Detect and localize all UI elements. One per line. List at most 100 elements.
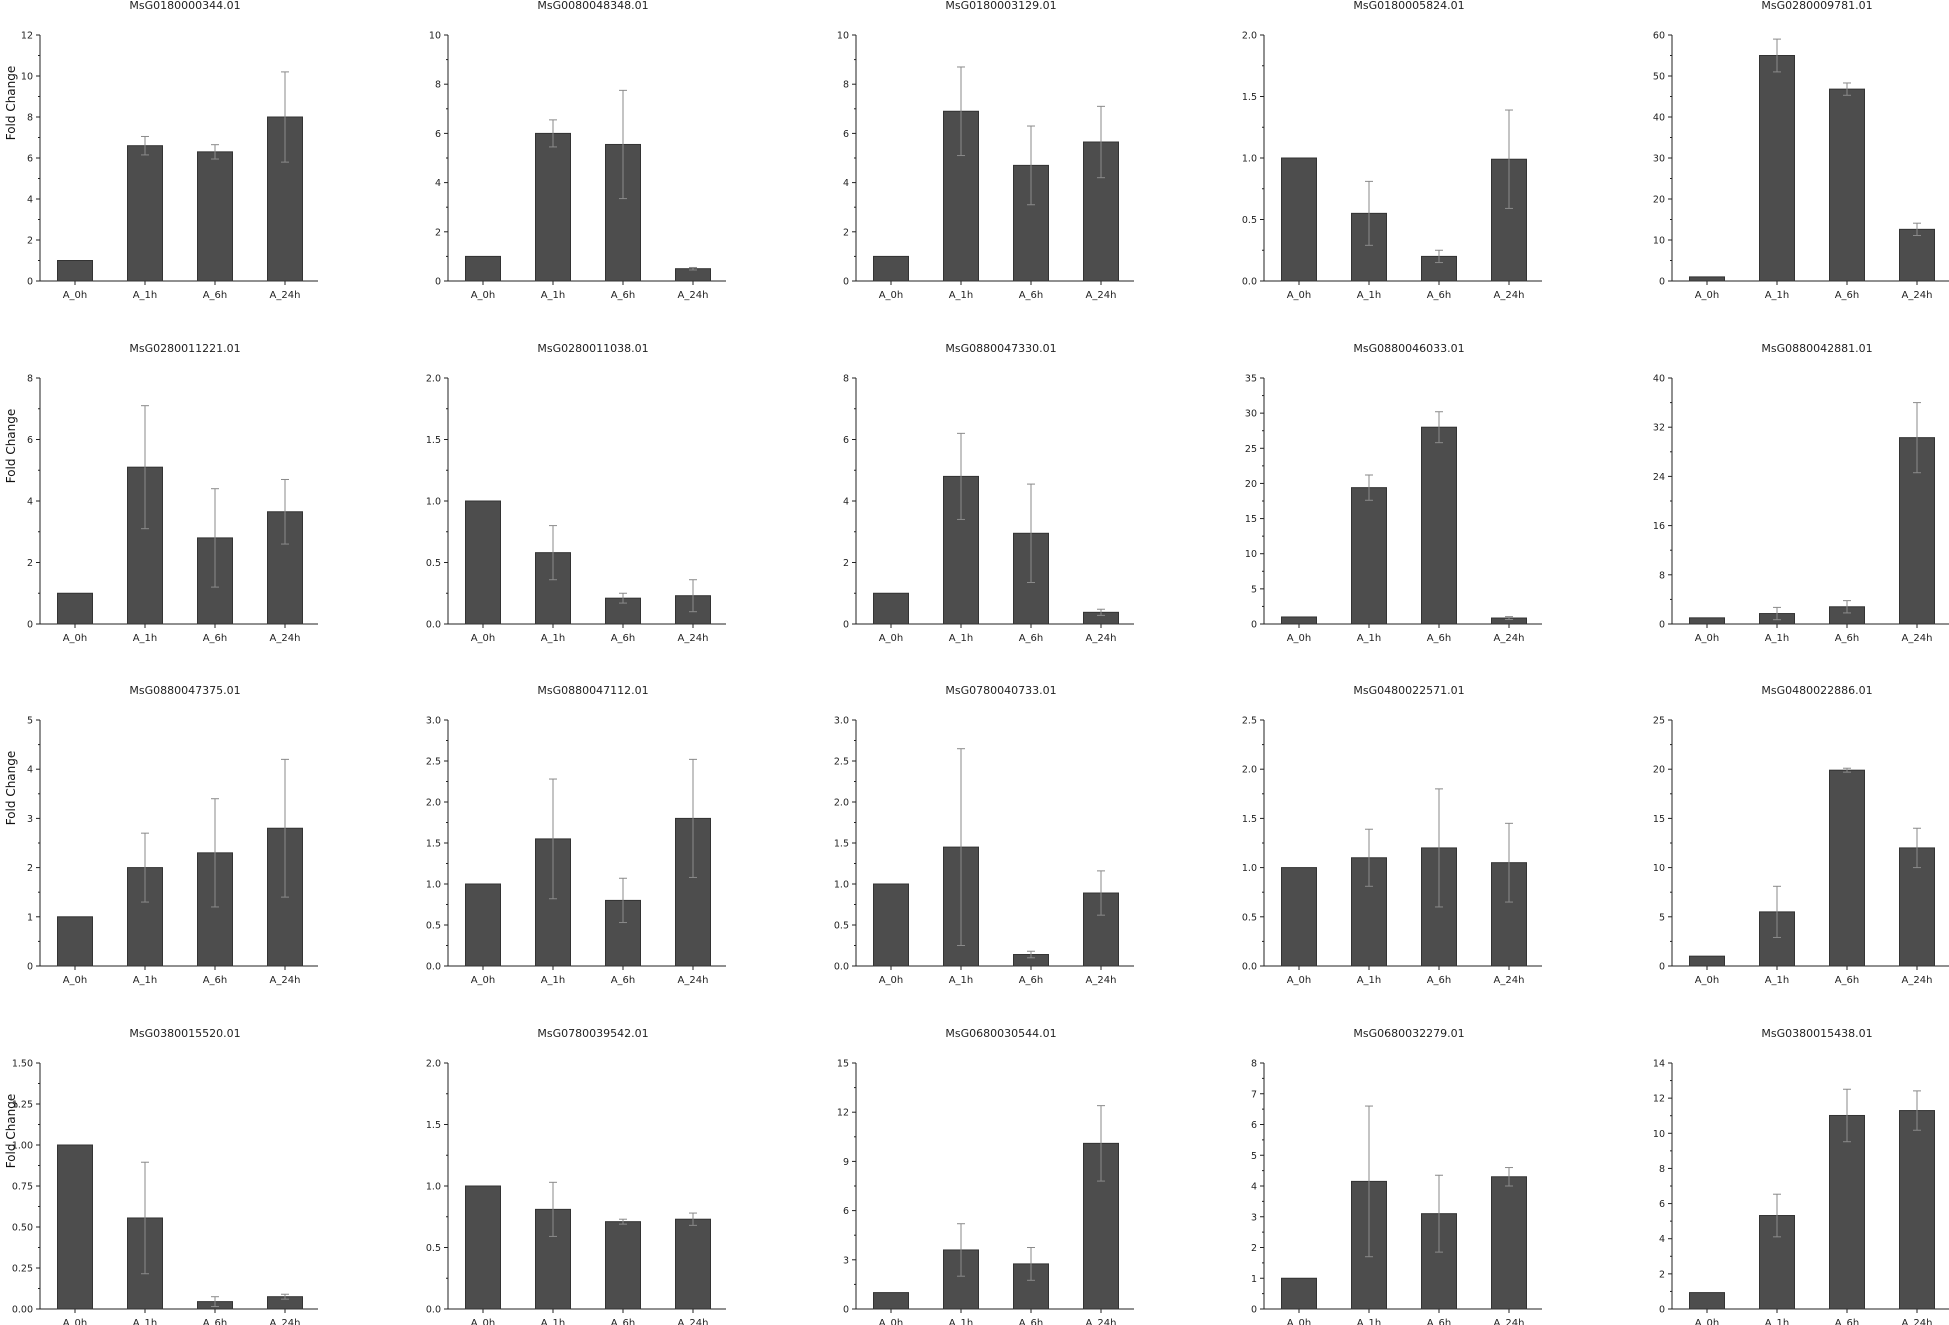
bar xyxy=(127,145,163,282)
y-tick-label: 1.5 xyxy=(426,1120,441,1131)
y-tick-label: 3 xyxy=(843,1255,849,1266)
y-tick-label: 4 xyxy=(1659,1234,1665,1245)
y-tick-label: 0.5 xyxy=(426,921,441,932)
y-tick-label: 6 xyxy=(843,1206,849,1217)
y-tick-label: 0.5 xyxy=(834,921,849,932)
y-tick-label: 3 xyxy=(1251,1212,1257,1223)
x-tick-label: A_1h xyxy=(133,290,158,301)
bar xyxy=(1689,955,1725,967)
bar xyxy=(465,500,501,625)
x-tick-label: A_1h xyxy=(1765,1318,1790,1325)
y-tick-label: 0.5 xyxy=(426,558,441,569)
y-tick-label: 12 xyxy=(21,31,33,42)
y-tick-label: 6 xyxy=(27,435,33,446)
chart-panel: MsG0280009781.01 0 10 20 30 40 50 60 A_0h A_1h A_6… xyxy=(1653,0,1949,301)
y-tick-label: 8 xyxy=(1659,1164,1665,1175)
y-tick-label: 7 xyxy=(1251,1089,1257,1100)
chart-panel: MsG0180003129.01 0 2 4 6 8 10 A_0h A_1h A_6h A_24h xyxy=(837,0,1134,301)
x-tick-label: A_6h xyxy=(203,1318,228,1325)
x-tick-label: A_0h xyxy=(1287,975,1312,986)
y-tick-label: 1.0 xyxy=(1242,863,1257,874)
y-tick-label: 0 xyxy=(1251,620,1257,631)
y-tick-label: 40 xyxy=(1653,374,1665,385)
y-tick-label: 1.5 xyxy=(834,839,849,850)
x-tick-label: A_24h xyxy=(1494,290,1525,301)
chart-panel: MsG0480022571.01 0.0 0.5 1.0 1.5 2.0 2.5 A_0h A_… xyxy=(1242,684,1542,986)
bar xyxy=(1829,88,1865,282)
y-axis-label: Fold Change xyxy=(4,66,18,141)
chart-panel: MsG0080048348.01 0 2 4 6 8 10 A_0h A_1h A_6h A_24h xyxy=(429,0,726,301)
bar xyxy=(1281,616,1317,625)
x-tick-label: A_24h xyxy=(678,290,709,301)
y-tick-label: 25 xyxy=(1653,716,1665,727)
x-tick-label: A_24h xyxy=(1494,633,1525,644)
x-tick-label: A_6h xyxy=(1019,1318,1044,1325)
y-tick-label: 12 xyxy=(837,1108,849,1119)
x-tick-label: A_1h xyxy=(1357,633,1382,644)
x-tick-label: A_24h xyxy=(1494,975,1525,986)
y-tick-label: 2 xyxy=(27,236,33,247)
y-tick-label: 0 xyxy=(843,620,849,631)
bar xyxy=(873,1292,909,1310)
y-tick-label: 1.50 xyxy=(12,1059,33,1070)
y-tick-label: 25 xyxy=(1245,444,1257,455)
x-tick-label: A_24h xyxy=(270,1318,301,1325)
bar xyxy=(1689,1292,1725,1310)
x-tick-label: A_0h xyxy=(1287,633,1312,644)
chart-panel: MsG0280011221.01 Fold Change 0 2 4 6 8 A_0h A_1h… xyxy=(4,342,318,644)
bar xyxy=(1281,1277,1317,1310)
x-tick-label: A_1h xyxy=(949,975,974,986)
chart-panel: MsG0880047112.01 0.0 0.5 1.0 1.5 2.0 2.5 3.0 A_0… xyxy=(426,684,726,986)
y-tick-label: 0 xyxy=(1659,1305,1665,1316)
bar xyxy=(57,260,93,282)
x-tick-label: A_0h xyxy=(63,633,88,644)
chart-panel: MsG0280011038.01 0.0 0.5 1.0 1.5 2.0 A_0h A_1h A… xyxy=(426,342,726,644)
chart-panel: MsG0880047375.01 Fold Change 0 1 2 3 4 5 A_0h A_1… xyxy=(4,684,318,986)
chart-panel: MsG0480022886.01 0 5 10 15 20 25 A_0h A_1h A_6h A_… xyxy=(1653,684,1949,986)
x-tick-label: A_0h xyxy=(471,975,496,986)
y-tick-label: 14 xyxy=(1653,1059,1665,1070)
x-tick-label: A_1h xyxy=(1765,975,1790,986)
bar xyxy=(465,255,501,282)
y-tick-label: 6 xyxy=(1251,1120,1257,1131)
y-tick-label: 8 xyxy=(27,374,33,385)
x-tick-label: A_6h xyxy=(611,975,636,986)
chart-title: MsG0880047112.01 xyxy=(537,684,648,697)
x-tick-label: A_24h xyxy=(1494,1318,1525,1325)
x-tick-label: A_6h xyxy=(203,633,228,644)
bar xyxy=(57,916,93,967)
y-tick-label: 10 xyxy=(837,31,849,42)
y-tick-label: 4 xyxy=(843,497,849,508)
y-tick-label: 0 xyxy=(1659,620,1665,631)
x-tick-label: A_1h xyxy=(1765,290,1790,301)
x-tick-label: A_6h xyxy=(203,290,228,301)
x-tick-label: A_0h xyxy=(879,1318,904,1325)
bar xyxy=(465,1185,501,1310)
y-tick-label: 4 xyxy=(27,195,33,206)
chart-title: MsG0880042881.01 xyxy=(1761,342,1872,355)
y-tick-label: 0.25 xyxy=(12,1264,33,1275)
y-tick-label: 1 xyxy=(1251,1274,1257,1285)
x-tick-label: A_0h xyxy=(63,975,88,986)
bar xyxy=(675,268,711,282)
y-tick-label: 20 xyxy=(1245,479,1257,490)
bar xyxy=(1689,617,1725,625)
y-axis-label: Fold Change xyxy=(4,1094,18,1169)
chart-title: MsG0280011221.01 xyxy=(129,342,240,355)
x-tick-label: A_0h xyxy=(1695,633,1720,644)
bar xyxy=(873,592,909,625)
x-tick-label: A_6h xyxy=(1427,1318,1452,1325)
x-tick-label: A_6h xyxy=(1427,290,1452,301)
y-tick-label: 0.75 xyxy=(12,1182,33,1193)
chart-panel: MsG0680030544.01 0 3 6 9 12 15 A_0h A_1h A_6h A_24… xyxy=(837,1027,1134,1325)
y-tick-label: 2.0 xyxy=(426,374,441,385)
y-tick-label: 6 xyxy=(843,129,849,140)
chart-title: MsG0280011038.01 xyxy=(537,342,648,355)
y-tick-label: 2.0 xyxy=(426,798,441,809)
y-tick-label: 2 xyxy=(1251,1243,1257,1254)
y-tick-label: 1.0 xyxy=(1242,154,1257,165)
x-tick-label: A_24h xyxy=(678,975,709,986)
y-tick-label: 2 xyxy=(435,227,441,238)
y-tick-label: 32 xyxy=(1653,423,1665,434)
bar xyxy=(873,883,909,967)
